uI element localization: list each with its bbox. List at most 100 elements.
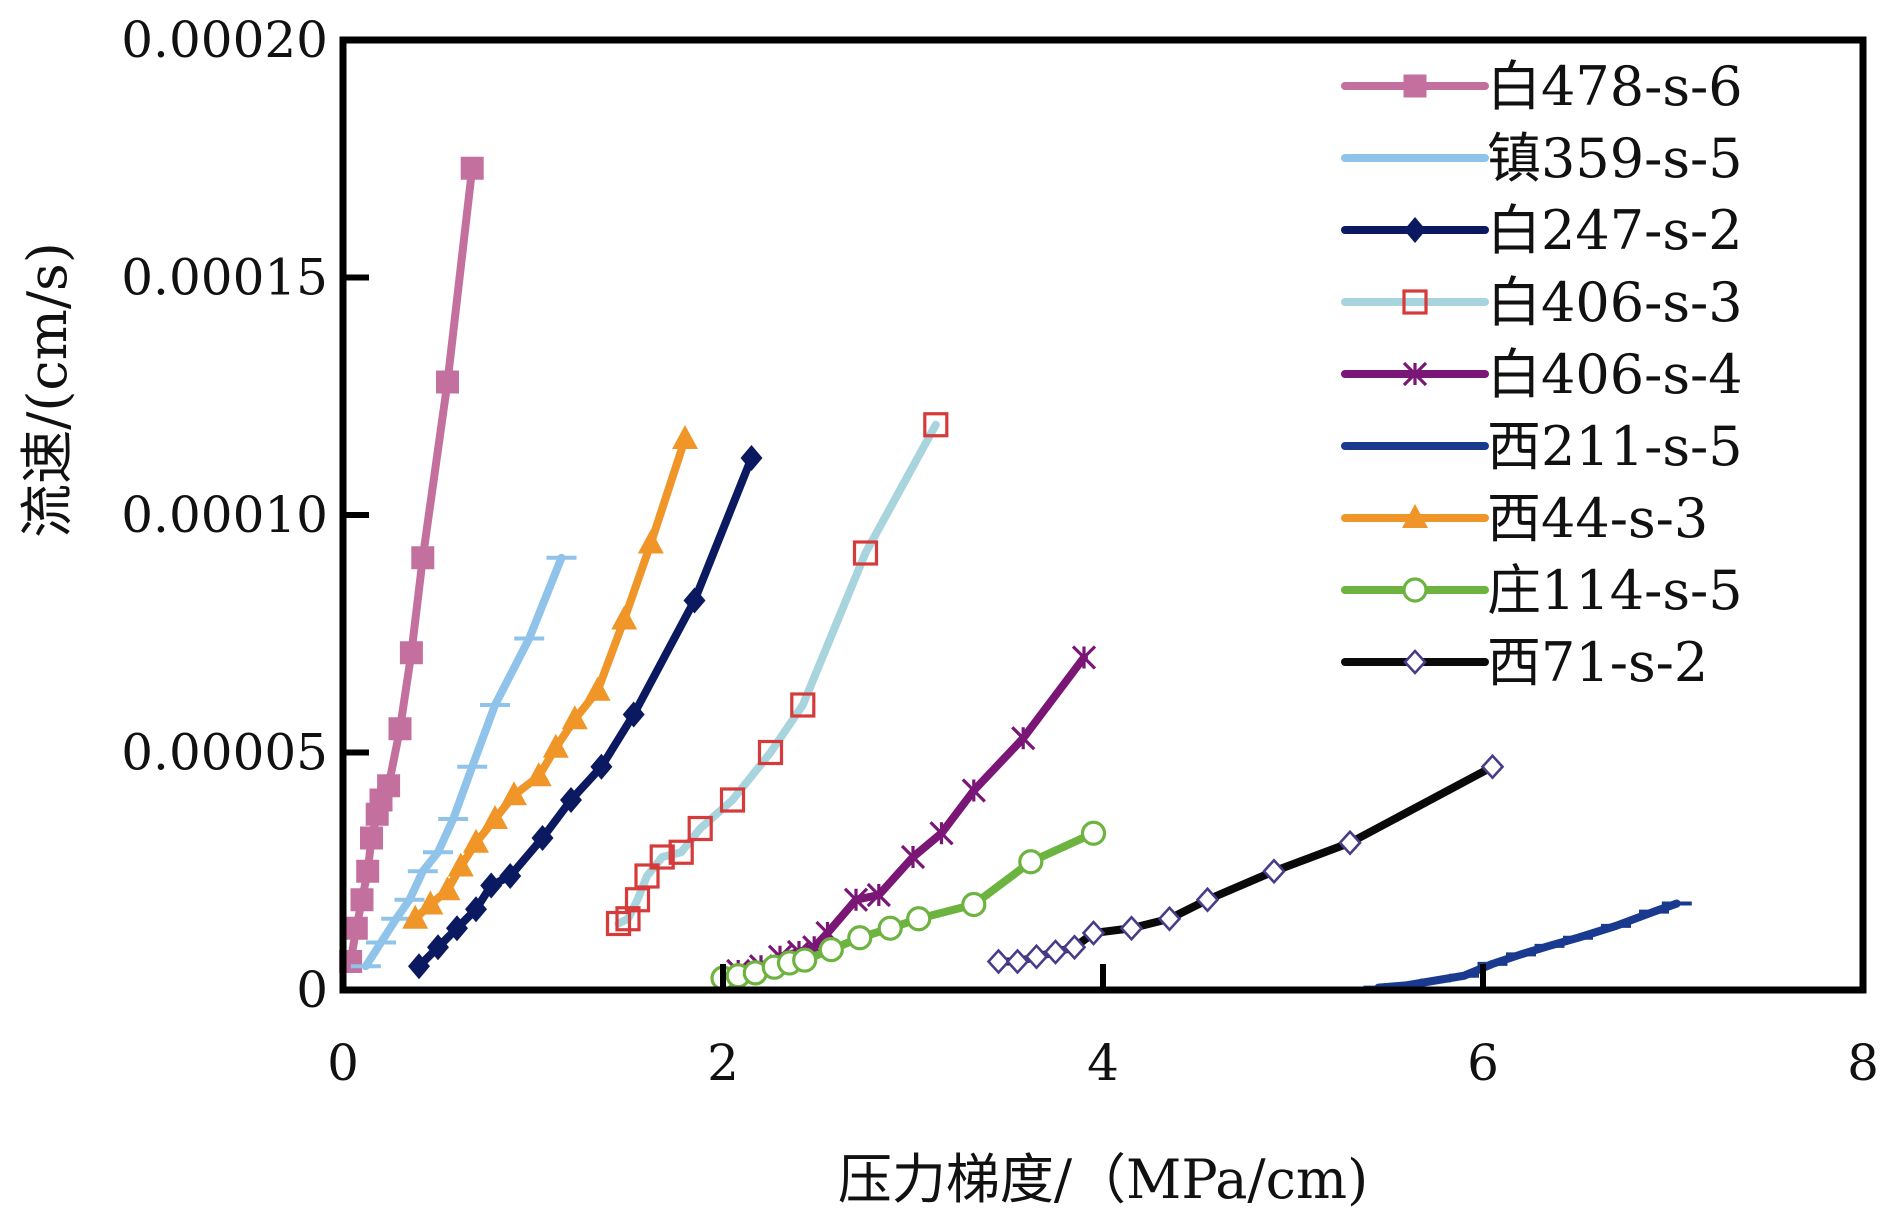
series-9-point-10 bbox=[1262, 858, 1286, 885]
series-3-point-2 bbox=[427, 934, 449, 961]
series-3-point-5 bbox=[480, 872, 503, 899]
legend-item-8: 庄114-s-5 bbox=[1341, 559, 1743, 622]
series-4-point-11 bbox=[852, 540, 879, 566]
series-8-point-6 bbox=[792, 947, 818, 973]
series-3-point-6 bbox=[499, 863, 522, 889]
series-7-point-1 bbox=[402, 904, 429, 929]
series-5-point-9 bbox=[900, 844, 926, 870]
series-4-point-7 bbox=[687, 815, 713, 842]
x-tick-label-2: 2 bbox=[707, 1034, 739, 1092]
legend-marker-4 bbox=[1402, 289, 1428, 315]
series-7-point-11 bbox=[584, 676, 611, 701]
series-7-point-3 bbox=[434, 876, 461, 901]
series-8-point-13 bbox=[1080, 820, 1107, 846]
legend-label-2: 镇359-s-5 bbox=[1487, 127, 1743, 190]
series-3-point-11 bbox=[683, 587, 706, 614]
series-1-point-11 bbox=[411, 546, 435, 570]
series-9-point-11 bbox=[1338, 829, 1362, 856]
series-9-point-7 bbox=[1119, 915, 1144, 942]
series-1-point-9 bbox=[388, 717, 412, 741]
series-3-point-9 bbox=[590, 753, 613, 780]
series-9-point-4 bbox=[1043, 939, 1068, 965]
series-1-point-3 bbox=[350, 888, 374, 912]
series-1-point-8 bbox=[377, 774, 401, 798]
series-1-point-13 bbox=[460, 156, 484, 180]
x-tick-label-3: 4 bbox=[1087, 1034, 1119, 1092]
y-tick-label-3: 0.00010 bbox=[121, 486, 328, 544]
legend-marker-8 bbox=[1402, 577, 1428, 603]
series-3-point-3 bbox=[446, 915, 468, 942]
legend-marker-7 bbox=[1402, 504, 1428, 528]
legend-item-5: 白406-s-4 bbox=[1341, 343, 1743, 406]
y-axis-title: 流速/(cm/s) bbox=[16, 242, 79, 538]
series-9-point-9 bbox=[1195, 886, 1220, 913]
legend-marker-3 bbox=[1404, 217, 1426, 243]
series-4-point-6 bbox=[668, 839, 694, 865]
series-1 bbox=[339, 156, 484, 973]
series-7-point-7 bbox=[501, 781, 527, 806]
series-4-point-12 bbox=[923, 412, 949, 438]
series-7-point-6 bbox=[482, 805, 508, 829]
legend-marker-9 bbox=[1403, 649, 1427, 675]
legend-label-6: 西211-s-5 bbox=[1487, 415, 1743, 478]
legend-item-1: 白478-s-6 bbox=[1341, 55, 1743, 118]
series-7-line bbox=[411, 435, 689, 923]
y-tick-label-4: 0.00015 bbox=[121, 249, 328, 307]
legend-label-8: 庄114-s-5 bbox=[1487, 559, 1743, 622]
series-8-point-7 bbox=[818, 937, 844, 963]
legend-item-6: 西211-s-5 bbox=[1341, 415, 1743, 478]
legend-label-4: 白406-s-3 bbox=[1487, 271, 1743, 334]
series-5-point-8 bbox=[866, 882, 891, 908]
series-8-point-10 bbox=[906, 906, 932, 932]
legend-label-7: 西44-s-3 bbox=[1487, 487, 1708, 550]
series-5-point-11 bbox=[961, 778, 986, 803]
x-tick-label-1: 0 bbox=[327, 1034, 359, 1092]
y-tick-label-2: 0.00005 bbox=[121, 724, 328, 782]
series-8-point-12 bbox=[1018, 849, 1044, 875]
series-9 bbox=[986, 753, 1505, 975]
series-4-point-10 bbox=[790, 692, 816, 718]
series-3-point-4 bbox=[465, 896, 487, 923]
y-tick-label-1: 0 bbox=[296, 961, 328, 1019]
series-6 bbox=[1363, 899, 1692, 992]
series-7 bbox=[402, 425, 698, 929]
legend-label-3: 白247-s-2 bbox=[1487, 199, 1743, 262]
series-4-point-3 bbox=[624, 887, 651, 913]
series-9-line bbox=[994, 762, 1497, 966]
series-8-point-11 bbox=[961, 891, 987, 918]
legend-label-5: 白406-s-4 bbox=[1487, 343, 1743, 406]
series-9-point-1 bbox=[986, 948, 1011, 975]
series-1-point-12 bbox=[436, 370, 459, 394]
series-3-point-1 bbox=[408, 953, 430, 980]
series-7-point-8 bbox=[525, 762, 552, 787]
series-2 bbox=[350, 553, 577, 971]
series-5-point-13 bbox=[1071, 645, 1097, 670]
series-7-point-13 bbox=[637, 529, 664, 554]
series-3-point-12 bbox=[740, 445, 763, 471]
series-1-point-10 bbox=[399, 641, 423, 665]
series-3-point-8 bbox=[560, 787, 582, 813]
legend-marker-1 bbox=[1403, 74, 1427, 98]
series-8-point-9 bbox=[877, 915, 903, 941]
series-9-point-8 bbox=[1157, 905, 1182, 932]
series-9-point-2 bbox=[1005, 948, 1030, 975]
series-3-point-10 bbox=[622, 701, 645, 728]
series-6-line bbox=[1374, 899, 1681, 992]
series-7-point-10 bbox=[561, 705, 588, 730]
series-5-point-10 bbox=[929, 821, 954, 846]
series-9-point-6 bbox=[1081, 920, 1106, 946]
series-3-point-7 bbox=[531, 825, 554, 851]
series-9-point-5 bbox=[1062, 934, 1087, 961]
series-3 bbox=[408, 445, 763, 980]
series-7-point-12 bbox=[611, 605, 638, 630]
series-5-point-12 bbox=[1011, 726, 1036, 751]
series-9-point-3 bbox=[1024, 943, 1049, 970]
series-1-point-4 bbox=[356, 859, 380, 883]
series-4-point-8 bbox=[719, 787, 746, 813]
series-7-point-2 bbox=[417, 890, 444, 915]
series-4-point-4 bbox=[634, 863, 660, 889]
legend-label-1: 白478-s-6 bbox=[1487, 55, 1743, 118]
legend-marker-5 bbox=[1402, 361, 1428, 387]
series-7-point-4 bbox=[447, 852, 474, 877]
